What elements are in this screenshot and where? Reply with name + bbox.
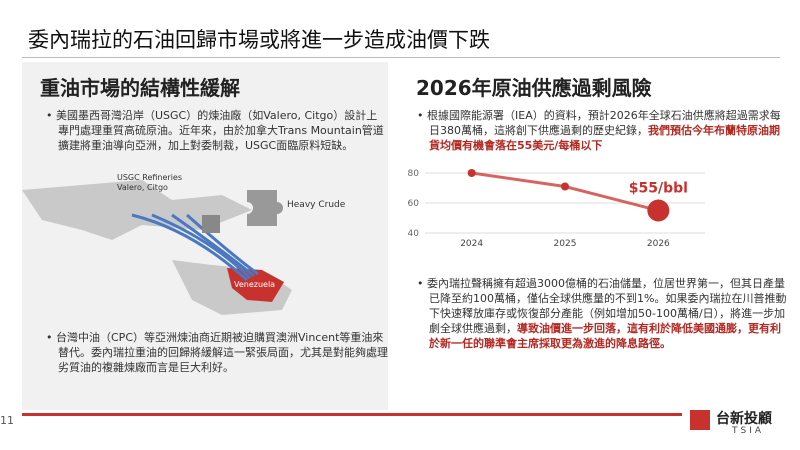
bullet: • 美國墨西哥灣沿岸（USGC）的煉油廠（如Valero, Citgo）設計上專… [46,109,384,152]
arrow [151,213,252,280]
arrow [131,213,249,282]
bullet-highlight: 我們預估今年布蘭特原油期貨均價有機會落在55美元/每桶以下 [429,124,780,152]
slide-title: 委內瑞拉的石油回歸市場或將進一步造成油價下跌 [28,28,490,52]
page-number: 11 [0,414,14,427]
bullet-text: 美國墨西哥灣沿岸（USGC）的煉油廠（如Valero, Citgo）設計上專門處… [56,109,384,152]
bullet-text: 台灣中油（CPC）等亞洲煉油商近期被迫購買澳洲Vincent等重油來替代。委內瑞… [56,331,388,374]
y-tick-label: 60 [408,199,420,209]
map-label: Heavy Crude [287,200,346,210]
bullet-text: 根據國際能源署（IEA）的資料，預計2026年全球石油供應將超過需求每日380萬… [427,109,781,137]
y-tick-label: 40 [408,229,420,239]
y-tick-label: 80 [408,169,420,179]
logo-sub: TSIA [732,426,765,436]
left-title: 重油市場的結構性緩解 [40,76,240,100]
logo-icon [690,410,710,430]
map: USGC Refineries Valero, Citgo Heavy Crud… [22,173,346,315]
arrow [171,213,255,278]
bullet-highlight: 導致油價進一步回落，這有利於降低美國通膨，更有利於新一任的聯準會主席採取更為激進… [429,322,781,350]
point [647,199,670,222]
divider [22,57,780,58]
bullet: • 委內瑞拉聲稱擁有超過3000億桶的石油儲量，位居世界第一，但其日產量已降至約… [417,277,787,350]
map-label: Venezuela [234,280,275,289]
bullet: • 根據國際能源署（IEA）的資料，預計2026年全球石油供應將超過需求每日38… [417,109,781,152]
footer-bar [22,413,682,416]
point [561,182,569,191]
arrow [186,213,259,276]
x-tick-label: 2025 [554,239,577,249]
point [467,169,476,177]
x-tick-label: 2024 [460,239,483,249]
logo-text: 台新投顧 [716,411,772,427]
map-label: Valero, Citgo [117,183,168,192]
land [22,180,252,240]
bullet: • 台灣中油（CPC）等亞洲煉油商近期被迫購買澳洲Vincent等重油來替代。委… [46,331,388,374]
right-title: 2026年原油供應過剩風險 [416,76,652,100]
icon [202,215,220,233]
value-label: $55/bbl [629,181,688,197]
chart: 40 60 80 2024 2025 2026 $55/bbl [408,169,705,249]
left-panel [22,62,388,410]
map-label: USGC Refineries [117,173,182,182]
puzzle-icon [247,190,283,226]
bullet-text: 委內瑞拉聲稱擁有超過3000億桶的石油儲量，位居世界第一，但其日產量已降至約10… [427,277,787,335]
x-tick-label: 2026 [647,239,670,249]
